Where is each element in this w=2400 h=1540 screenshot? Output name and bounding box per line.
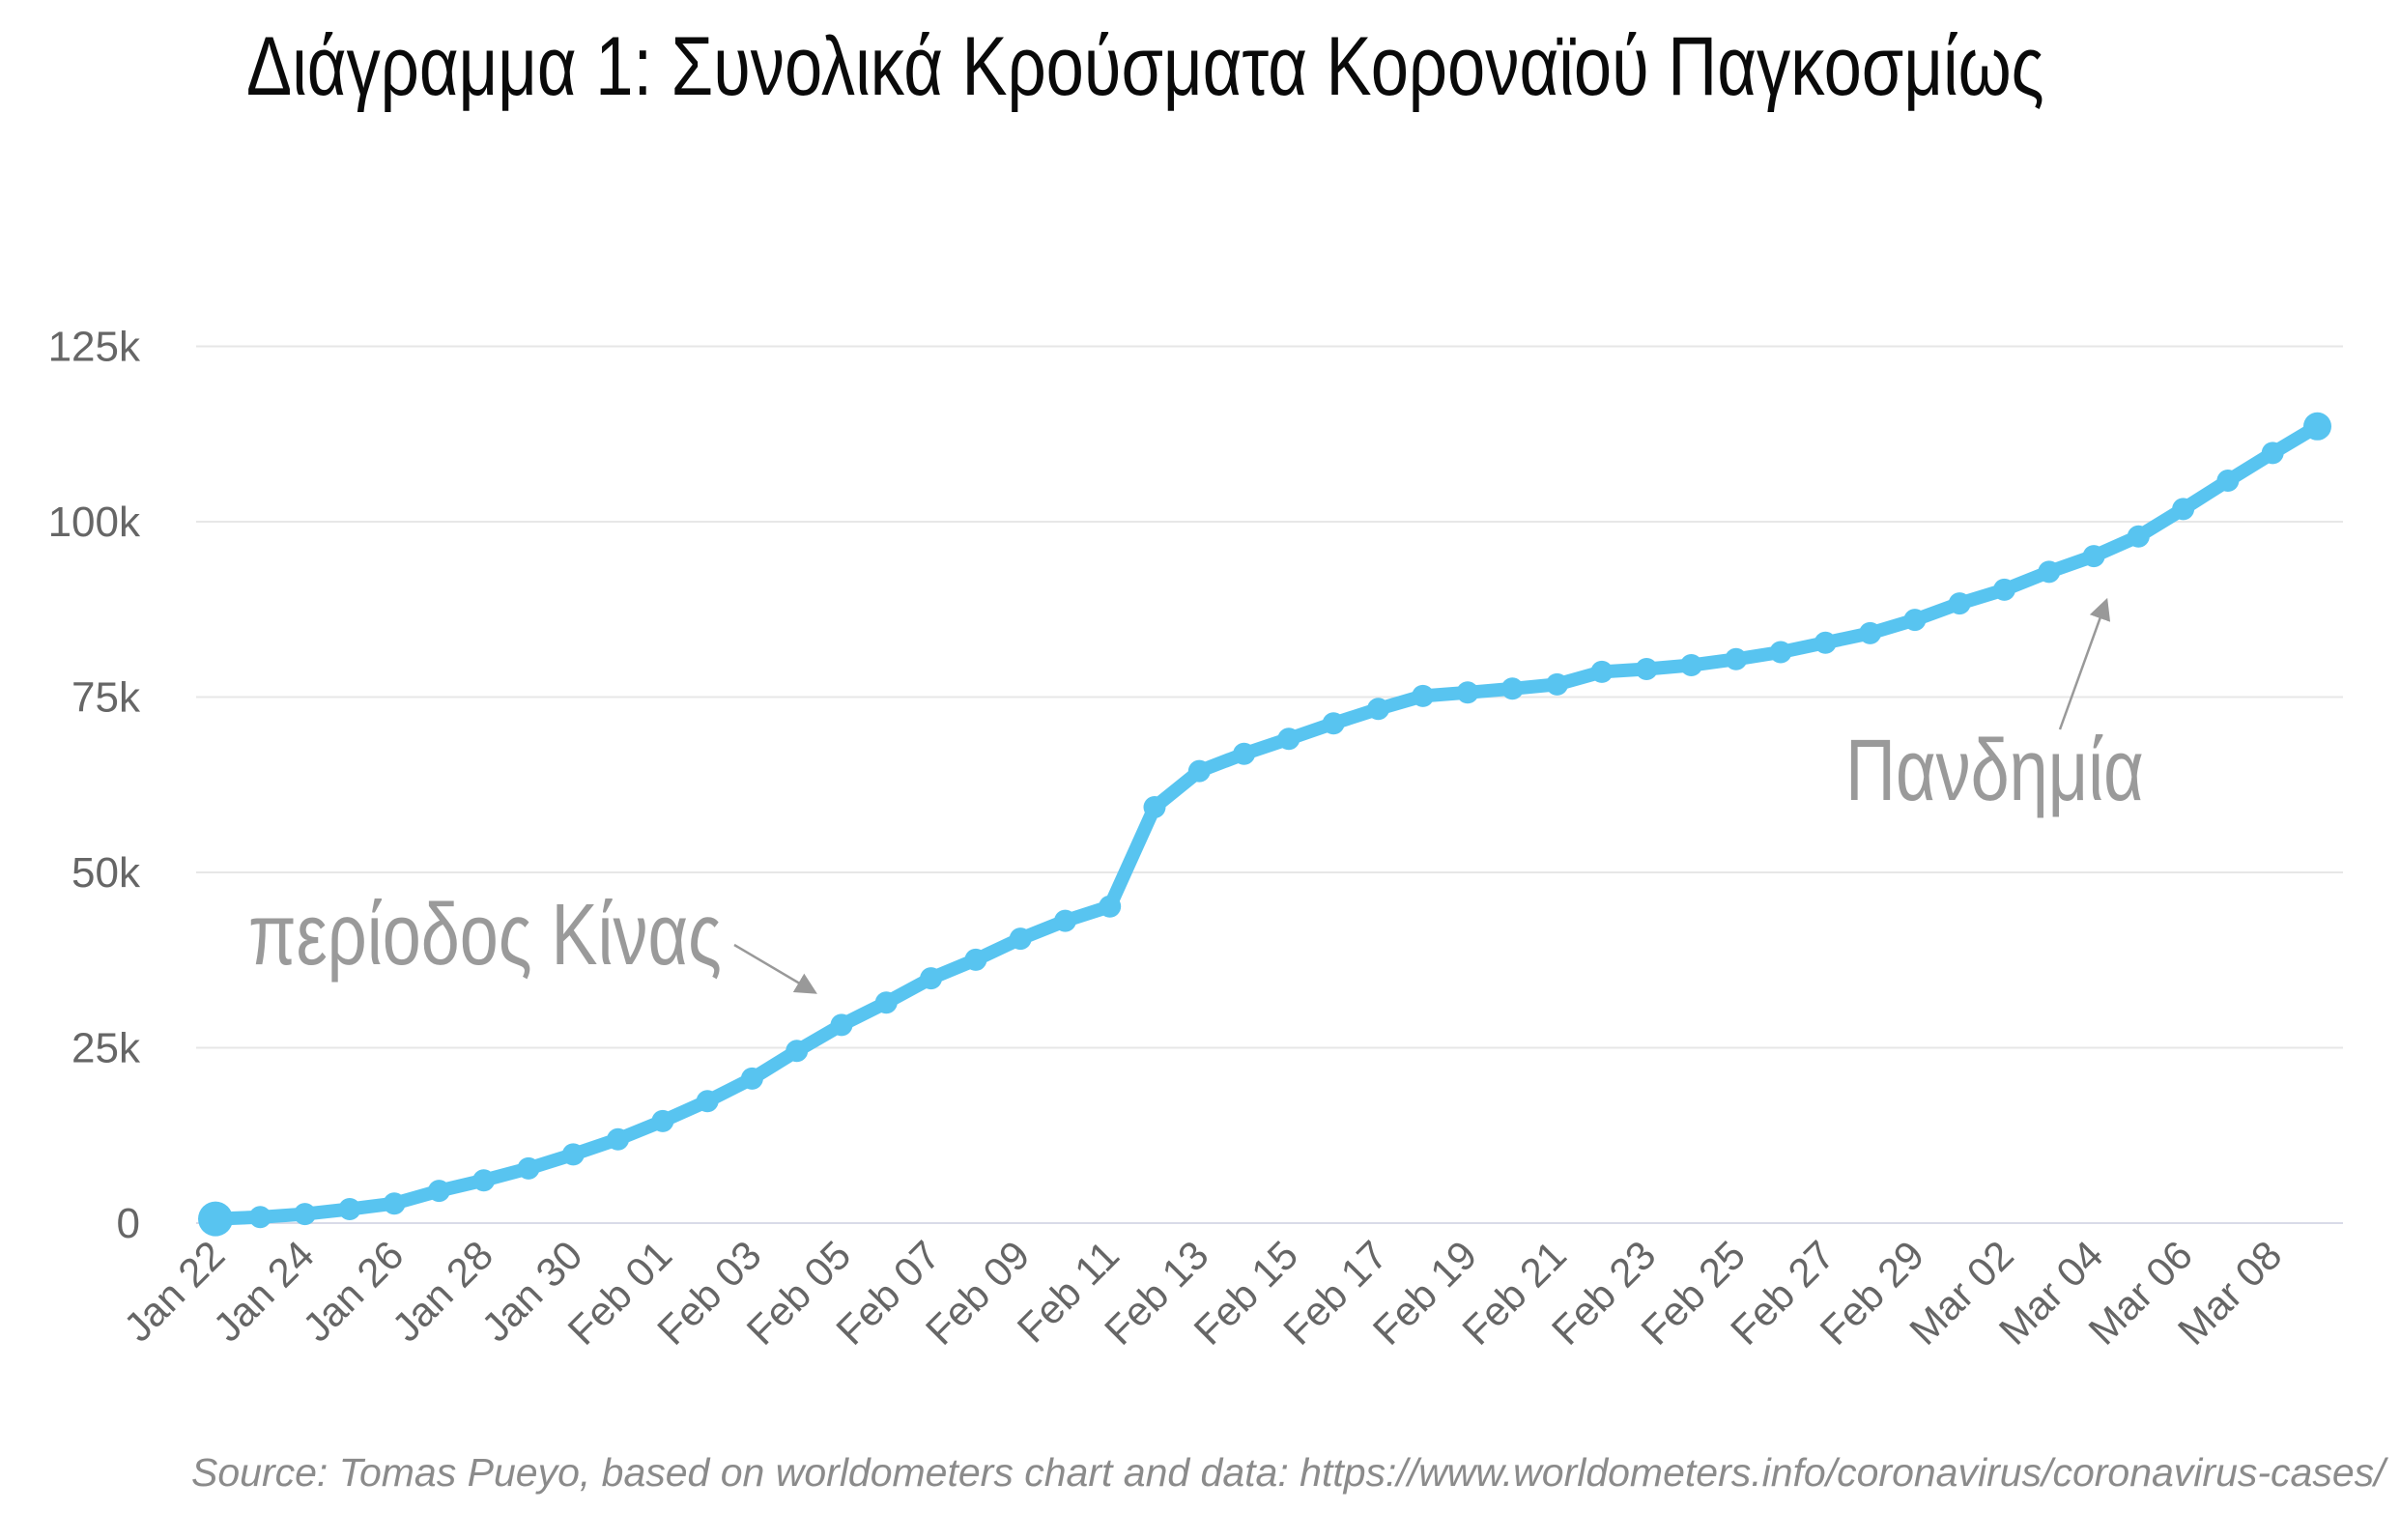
data-point-marker: [874, 991, 898, 1014]
data-point-marker: [696, 1090, 719, 1113]
x-axis-tick-label: Jan 22: [115, 1232, 233, 1350]
x-axis-tick-label: Jan 26: [294, 1232, 412, 1350]
data-point-marker: [1456, 681, 1479, 704]
data-point-marker: [786, 1040, 809, 1063]
cases-series-line: [209, 419, 2325, 1226]
data-point-marker: [964, 948, 987, 971]
y-axis-tick-label: 100k: [48, 499, 141, 546]
data-point-marker: [1054, 909, 1076, 932]
data-point-marker: [1546, 672, 1569, 696]
data-point-marker: [1903, 609, 1927, 632]
data-point-marker: [517, 1156, 540, 1180]
source-caption: Source: Tomas Pueyo, based on worldomete…: [191, 1450, 2388, 1495]
data-point-marker: [1322, 712, 1345, 735]
data-point-marker: [248, 1206, 271, 1229]
y-axis-tick-label: 125k: [48, 324, 141, 371]
data-point-marker: [1948, 592, 1971, 615]
data-point-marker: [1367, 698, 1389, 721]
cases-series-layer: [198, 412, 2331, 1237]
x-axis-tick-label: Jan 24: [205, 1232, 323, 1350]
gridlines-layer: [196, 345, 2343, 1224]
data-point-marker: [2172, 498, 2195, 521]
data-point-marker: [2082, 545, 2105, 568]
x-axis-tick-label: Feb 09: [917, 1232, 1039, 1354]
data-point-marker: [607, 1127, 630, 1151]
data-point-marker: [2127, 525, 2150, 548]
data-point-marker: [338, 1198, 361, 1220]
data-point-marker: [1725, 647, 1748, 670]
annotation-arrow-china-icon: [733, 943, 817, 994]
chart-title: Διάγραμμα 1: Συνολικά Κρούσματα Κοροναϊο…: [246, 19, 2044, 112]
data-point-marker: [561, 1143, 585, 1166]
data-point-marker: [1143, 796, 1166, 818]
data-point-marker: [472, 1169, 496, 1192]
x-axis-tick-label: Jan 28: [384, 1232, 501, 1350]
data-point-marker: [2261, 442, 2284, 465]
data-point-marker: [920, 967, 943, 990]
data-point-marker: [294, 1203, 317, 1226]
annotation-pandemic-label: Πανδημία: [1845, 722, 2144, 818]
data-point-marker: [2038, 560, 2061, 584]
data-point-marker: [2216, 470, 2240, 492]
data-point-marker: [383, 1192, 406, 1215]
data-point-marker: [1500, 677, 1524, 700]
data-point-marker: [1412, 684, 1435, 707]
data-point-marker: [1009, 927, 1032, 951]
data-point-marker: [1187, 759, 1211, 783]
data-point-marker: [740, 1067, 763, 1090]
data-point-marker: [830, 1013, 853, 1037]
y-axis-tick-label: 50k: [71, 849, 141, 897]
y-axis-tick-label: 75k: [71, 674, 141, 722]
data-point-marker: [1590, 660, 1614, 683]
data-point-marker: [1233, 742, 1256, 765]
data-point-marker: [427, 1180, 450, 1203]
data-point-marker: [1277, 727, 1300, 751]
data-point-marker: [1769, 641, 1792, 664]
data-point-marker: [1814, 631, 1837, 654]
data-point-marker: [651, 1109, 674, 1132]
data-point-marker: [1680, 654, 1702, 676]
y-axis-tick-label: 0: [117, 1200, 140, 1247]
data-point-marker: [1635, 658, 1658, 680]
y-axis-tick-label: 25k: [71, 1025, 141, 1072]
data-point-marker: [1099, 895, 1122, 918]
data-point-marker: [198, 1201, 233, 1237]
data-point-marker: [1859, 621, 1882, 644]
x-axis-tick-label: Mar 08: [2169, 1232, 2291, 1354]
annotation-china-period-label: περίοδος Κίνας: [248, 886, 722, 983]
data-point-marker: [1993, 578, 2015, 601]
data-point-marker: [2303, 412, 2331, 441]
annotation-arrow-pandemic-icon: [2058, 597, 2111, 730]
